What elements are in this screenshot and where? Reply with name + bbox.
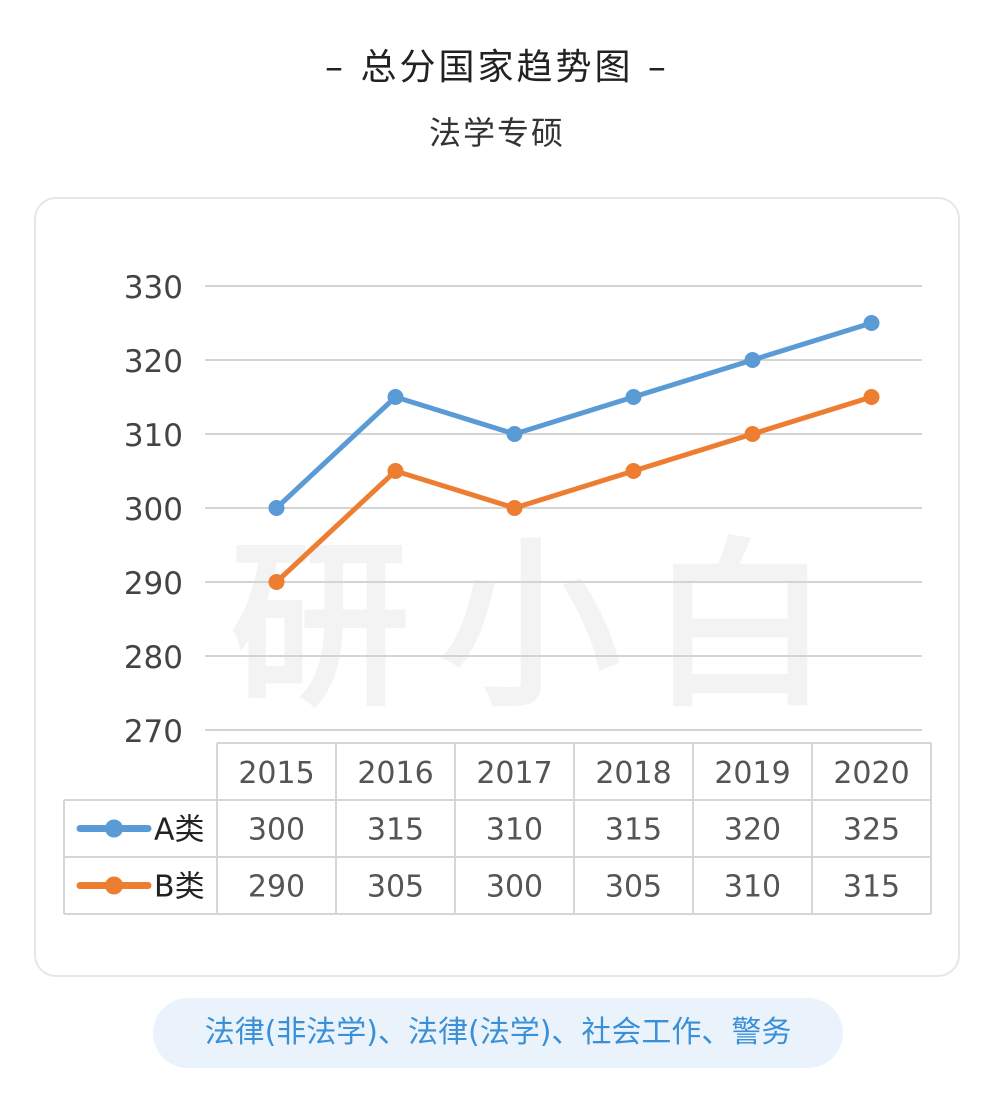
- y-tick-label: 270: [124, 714, 183, 750]
- legend-key-marker: [105, 876, 123, 895]
- table-value-cell: 315: [605, 813, 662, 848]
- y-tick-label: 280: [124, 640, 183, 676]
- page-title: – 总分国家趋势图 –: [325, 47, 669, 88]
- data-point: [863, 389, 880, 405]
- table-value-cell: 300: [486, 870, 543, 905]
- y-tick-label: 330: [124, 270, 183, 306]
- table-header-cell: 2019: [714, 756, 790, 791]
- data-point: [744, 352, 761, 368]
- page-subtitle: 法学专硕: [428, 114, 565, 152]
- series-line-2: [274, 394, 873, 584]
- data-point: [268, 500, 285, 516]
- table-value-cell: 310: [724, 870, 781, 905]
- data-point: [387, 389, 404, 405]
- table-header-cell: 2017: [476, 756, 552, 791]
- table-header-cell: 2020: [833, 756, 909, 791]
- y-tick-label: 300: [124, 492, 183, 528]
- table-value-cell: 315: [367, 813, 424, 848]
- table-header-cell: 2018: [595, 756, 671, 791]
- table-value-cell: 300: [248, 813, 305, 848]
- data-point: [506, 500, 523, 516]
- table-value-cell: 305: [367, 870, 424, 905]
- table-value-cell: 325: [843, 813, 900, 848]
- data-point: [506, 426, 523, 442]
- legend-label: A类: [154, 813, 205, 848]
- legend-label: B类: [154, 870, 205, 905]
- y-tick-label: 290: [124, 566, 183, 602]
- chart-card: [34, 197, 960, 977]
- table-value-cell: 320: [724, 813, 781, 848]
- y-tick-label: 320: [124, 344, 183, 380]
- table-header-cell: 2015: [238, 756, 314, 791]
- series-line-1: [274, 320, 873, 510]
- data-point: [863, 315, 880, 331]
- table-value-cell: 305: [605, 870, 662, 905]
- table-value-cell: 290: [248, 870, 305, 905]
- table-value-cell: 315: [843, 870, 900, 905]
- table-header-cell: 2016: [357, 756, 433, 791]
- data-point: [387, 463, 404, 479]
- table-value-cell: 310: [486, 813, 543, 848]
- data-point: [625, 463, 642, 479]
- footer-majors-label: 法律(非法学)、法律(法学)、社会工作、警务: [153, 998, 843, 1068]
- y-tick-label: 310: [124, 418, 183, 454]
- data-point: [625, 389, 642, 405]
- legend-key-marker: [105, 819, 123, 838]
- data-point: [744, 426, 761, 442]
- data-point: [268, 574, 285, 590]
